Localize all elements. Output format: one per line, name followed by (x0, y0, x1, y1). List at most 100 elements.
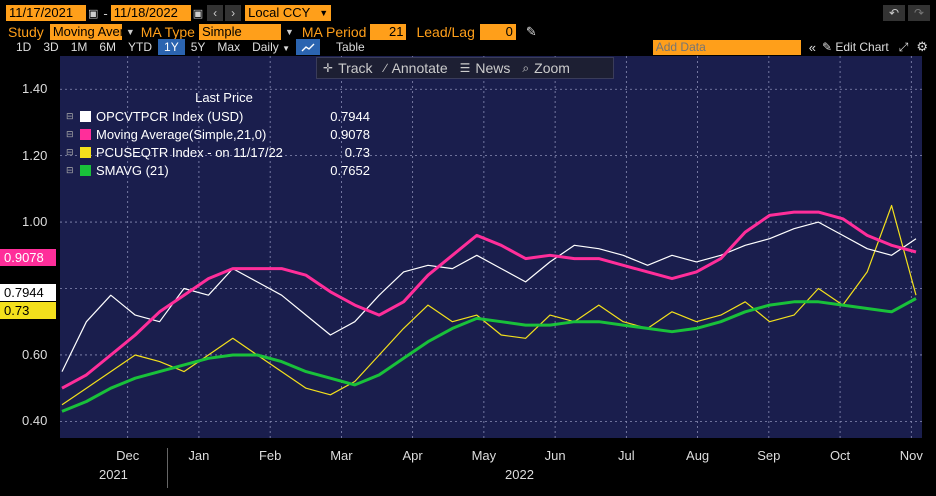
y-tick-label: 0.40 (22, 413, 48, 429)
price-chart (60, 56, 922, 438)
price-tag-pcuseqtr: 0.73 (0, 302, 56, 319)
x-month-label: Apr (402, 448, 423, 463)
prev-range-button[interactable]: ‹ (207, 5, 224, 21)
add-data-input[interactable] (652, 39, 801, 55)
series-line-pcuseqtr-index (61, 204, 917, 406)
chart-tools-bar: ✛ Track ∕ Annotate ☰ News ⌕ Zoom (316, 57, 614, 79)
frequency-select[interactable]: Daily ▼ (252, 40, 290, 54)
period-max[interactable]: Max (217, 40, 241, 54)
track-label: Track (338, 60, 373, 76)
pencil-icon[interactable]: ✎ (525, 24, 537, 39)
legend-value: 0.73 (344, 144, 370, 160)
tree-connector-icon: ⊟ (66, 128, 74, 139)
legend-item[interactable]: ⊟ SMAVG (21) 0.7652 (66, 161, 370, 179)
legend-swatch (80, 110, 91, 122)
next-range-button[interactable]: › (225, 5, 242, 21)
x-month-label: Jul (618, 448, 635, 463)
top-toolbar: 11/17/2021 ▣ - 11/18/2022 ▣ ‹ › Local CC… (0, 4, 936, 22)
redo-button[interactable]: ↷ (908, 5, 930, 21)
lead-lag-field[interactable]: 0 (479, 24, 516, 40)
calendar-icon[interactable]: ▣ (192, 7, 204, 20)
ma-period-field[interactable]: 21 (370, 24, 407, 40)
tree-connector-icon: ⊟ (66, 164, 74, 175)
legend-item[interactable]: ⊟ Moving Average(Simple,21,0) 0.9078 (66, 125, 370, 143)
pencil-icon: ✎ (821, 40, 833, 54)
chevron-down-icon: ▼ (282, 44, 291, 53)
news-label: News (475, 60, 511, 76)
price-tag-moving-average: 0.9078 (0, 249, 56, 266)
period-1d[interactable]: 1D (16, 40, 32, 54)
x-month-label: Aug (686, 448, 710, 463)
legend-swatch (80, 128, 91, 140)
ma-period-label: MA Period (301, 24, 367, 40)
expand-icon[interactable]: ⤢ (898, 39, 909, 54)
x-month-label: Sep (757, 448, 781, 463)
period-buttons: 1D 3D 1M 6M YTD 1Y 5Y Max (10, 39, 246, 55)
zoom-icon: ⌕ (522, 60, 530, 75)
legend-swatch (80, 164, 91, 176)
date-separator: - (103, 5, 108, 21)
annotate-tool[interactable]: ∕ Annotate (379, 60, 454, 76)
chevron-down-icon[interactable]: ▼ (284, 27, 294, 37)
period-1m[interactable]: 1M (70, 40, 88, 54)
ma-type-label: MA Type (140, 24, 195, 40)
series-line-opcvtpcr-index-usd- (61, 221, 917, 372)
x-month-label: Mar (330, 448, 353, 463)
chart-plot-area[interactable] (60, 56, 922, 438)
legend-item[interactable]: ⊟ PCUSEQTR Index - on 11/17/22 0.73 (66, 143, 370, 161)
y-tick-label: 0.60 (22, 346, 48, 362)
series-line-smavg-21- (61, 297, 917, 413)
frequency-value: Daily (252, 40, 279, 54)
x-month-label: Oct (829, 448, 851, 463)
legend-name: Moving Average(Simple,21,0) (96, 126, 267, 142)
legend-value: 0.7652 (330, 162, 370, 178)
x-month-label: May (471, 448, 497, 463)
line-chart-icon[interactable] (296, 39, 321, 55)
period-5y[interactable]: 5Y (190, 40, 206, 54)
period-6m[interactable]: 6M (99, 40, 117, 54)
price-tag-opcvtpcr: 0.7944 (0, 284, 56, 301)
period-3d[interactable]: 3D (43, 40, 59, 54)
legend-name: OPCVTPCR Index (USD) (96, 108, 244, 124)
ma-type-select[interactable]: Simple (198, 24, 281, 40)
zoom-label: Zoom (534, 60, 570, 76)
period-toolbar: 1D 3D 1M 6M YTD 1Y 5Y Max Daily ▼ Table « ✎ Edi… (0, 39, 936, 55)
legend-item[interactable]: ⊟ OPCVTPCR Index (USD) 0.7944 (66, 107, 370, 125)
edit-chart-button[interactable]: ✎ Edit Chart (822, 40, 889, 54)
chart-legend: Last Price ⊟ OPCVTPCR Index (USD) 0.7944 ⊟ M… (66, 90, 370, 182)
study-select[interactable]: Moving Aver (49, 24, 122, 40)
x-month-label: Dec (116, 448, 140, 463)
y-tick-label: 1.40 (22, 81, 48, 97)
start-date-field[interactable]: 11/17/2021 (6, 5, 86, 21)
table-button[interactable]: Table (336, 40, 365, 54)
tree-connector-icon: ⊟ (66, 146, 74, 157)
news-tool[interactable]: ☰ News (454, 60, 517, 76)
edit-chart-label: Edit Chart (835, 40, 889, 54)
chevron-down-icon: ▼ (319, 8, 329, 18)
collapse-icon[interactable]: « (808, 39, 816, 55)
x-month-label: Feb (258, 448, 282, 463)
news-icon: ☰ (459, 61, 471, 75)
chevron-down-icon[interactable]: ▼ (125, 27, 135, 37)
gear-icon[interactable]: ⚙ (916, 39, 928, 54)
period-ytd[interactable]: YTD (128, 40, 153, 54)
legend-title: Last Price (195, 90, 253, 105)
end-date-field[interactable]: 11/18/2022 (110, 5, 191, 21)
year-separator (166, 448, 168, 488)
track-tool[interactable]: ✛ Track (317, 60, 379, 76)
series-line-moving-average-simple-21-0- (61, 210, 917, 390)
y-tick-label: 1.20 (22, 147, 48, 163)
x-month-label: Jun (544, 448, 566, 463)
period-1y[interactable]: 1Y (158, 39, 185, 55)
zoom-tool[interactable]: ⌕ Zoom (516, 60, 576, 76)
currency-select[interactable]: Local CCY ▼ (245, 5, 332, 21)
x-month-label: Nov (899, 448, 923, 463)
tree-connector-icon: ⊟ (66, 110, 74, 121)
undo-button[interactable]: ↶ (883, 5, 905, 21)
draw-icon: ∕ (384, 61, 387, 75)
x-month-label: Jan (188, 448, 210, 463)
lead-lag-label: Lead/Lag (416, 24, 475, 40)
x-year-label: 2021 (98, 467, 128, 482)
calendar-icon[interactable]: ▣ (88, 7, 99, 20)
crosshair-icon: ✛ (323, 61, 334, 75)
